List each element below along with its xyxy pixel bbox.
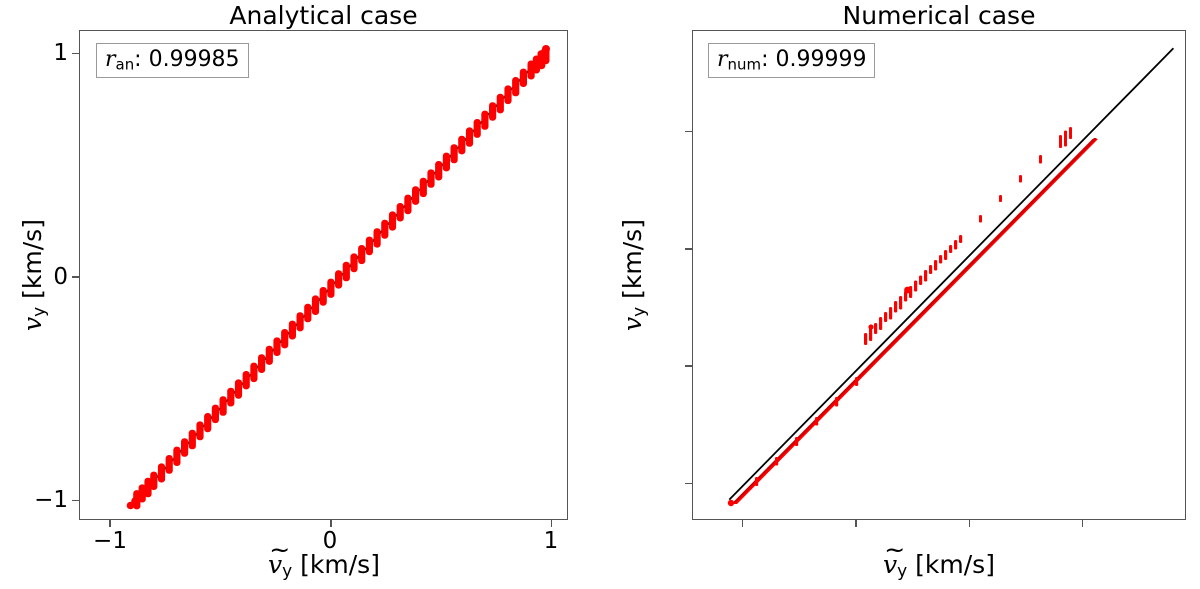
- annotation-value-analytical: 0.99985: [148, 47, 240, 72]
- ytick-mark: [72, 499, 79, 502]
- ytick-label: 0: [53, 264, 68, 290]
- yaxis-var: v: [618, 316, 647, 331]
- annotation-r-analytical: ran: 0.99985: [96, 43, 249, 79]
- xtick-label: 1: [543, 528, 559, 554]
- annotation-separator-analytical: :: [134, 47, 149, 72]
- annotation-subscript-numerical: num: [727, 55, 762, 74]
- panel-title-numerical: Numerical case: [842, 1, 1036, 30]
- yaxis-title-numerical: vy [km/s]: [618, 219, 650, 331]
- xtick-mark: [855, 520, 857, 527]
- annotation-separator-numerical: :: [761, 47, 776, 72]
- xaxis-var-tilde: ~ vy: [883, 535, 908, 582]
- axes-analytical: [79, 30, 568, 520]
- ytick-mark: [685, 365, 692, 367]
- xaxis-unit: [km/s]: [292, 550, 380, 579]
- annotation-symbol-numerical: r: [717, 47, 728, 72]
- xaxis-unit: [km/s]: [907, 550, 995, 579]
- annotation-value-numerical: 0.99999: [775, 47, 867, 72]
- xaxis-var: v: [883, 550, 898, 579]
- scatter-points-numerical: [727, 127, 1098, 507]
- yaxis-unit: [km/s]: [18, 219, 47, 307]
- xaxis-var-sub: y: [897, 561, 908, 582]
- xaxis-var: v: [268, 550, 283, 579]
- ytick-mark: [685, 248, 692, 250]
- xaxis-var-sub: y: [282, 561, 293, 582]
- tilde-icon: ~: [269, 534, 291, 564]
- ytick-mark: [685, 130, 692, 133]
- xaxis-title-analytical: ~ vy [km/s]: [268, 535, 380, 582]
- yaxis-var: v: [18, 316, 47, 331]
- scatter-points-analytical: [126, 45, 550, 510]
- xtick-mark: [109, 520, 111, 527]
- scatter-band-inner: [732, 138, 1097, 503]
- ytick-mark: [72, 52, 79, 55]
- xtick-mark: [968, 520, 971, 527]
- xtick-mark: [550, 520, 553, 527]
- panel-analytical: Analytical case: [18, 1, 568, 582]
- tilde-icon: ~: [884, 534, 906, 564]
- yaxis-title-analytical: vy [km/s]: [18, 219, 50, 331]
- scatter-noise-spikes: [755, 127, 1072, 486]
- annotation-subscript-analytical: an: [115, 55, 135, 74]
- xtick-mark: [1081, 520, 1084, 527]
- yaxis-var-sub: y: [629, 306, 650, 317]
- panel-numerical: Numerical case: [600, 0, 1200, 589]
- xtick-mark: [330, 520, 332, 527]
- ytick-mark: [72, 276, 79, 278]
- ytick-label: 1: [53, 40, 68, 66]
- yaxis-var-sub: y: [29, 306, 50, 317]
- axes-numerical: [692, 30, 1186, 520]
- ytick-mark: [685, 482, 692, 485]
- panel-title-analytical: Analytical case: [229, 1, 418, 30]
- xaxis-title-numerical: ~ vy [km/s]: [883, 535, 995, 582]
- xtick-mark: [741, 520, 744, 527]
- xtick-label: 0: [322, 528, 338, 554]
- ytick-label: −1: [34, 487, 68, 513]
- annotation-symbol-analytical: r: [105, 47, 116, 72]
- annotation-r-numerical: rnum: 0.99999: [708, 43, 876, 79]
- plot-area-numerical: [727, 47, 1175, 507]
- xtick-label: −1: [93, 528, 127, 554]
- scatter-outliers: [727, 286, 911, 507]
- yaxis-unit: [km/s]: [618, 219, 647, 307]
- plot-area-analytical: [126, 45, 550, 510]
- xaxis-var-tilde: ~ vy: [268, 535, 293, 582]
- identity-line-numerical: [728, 47, 1175, 501]
